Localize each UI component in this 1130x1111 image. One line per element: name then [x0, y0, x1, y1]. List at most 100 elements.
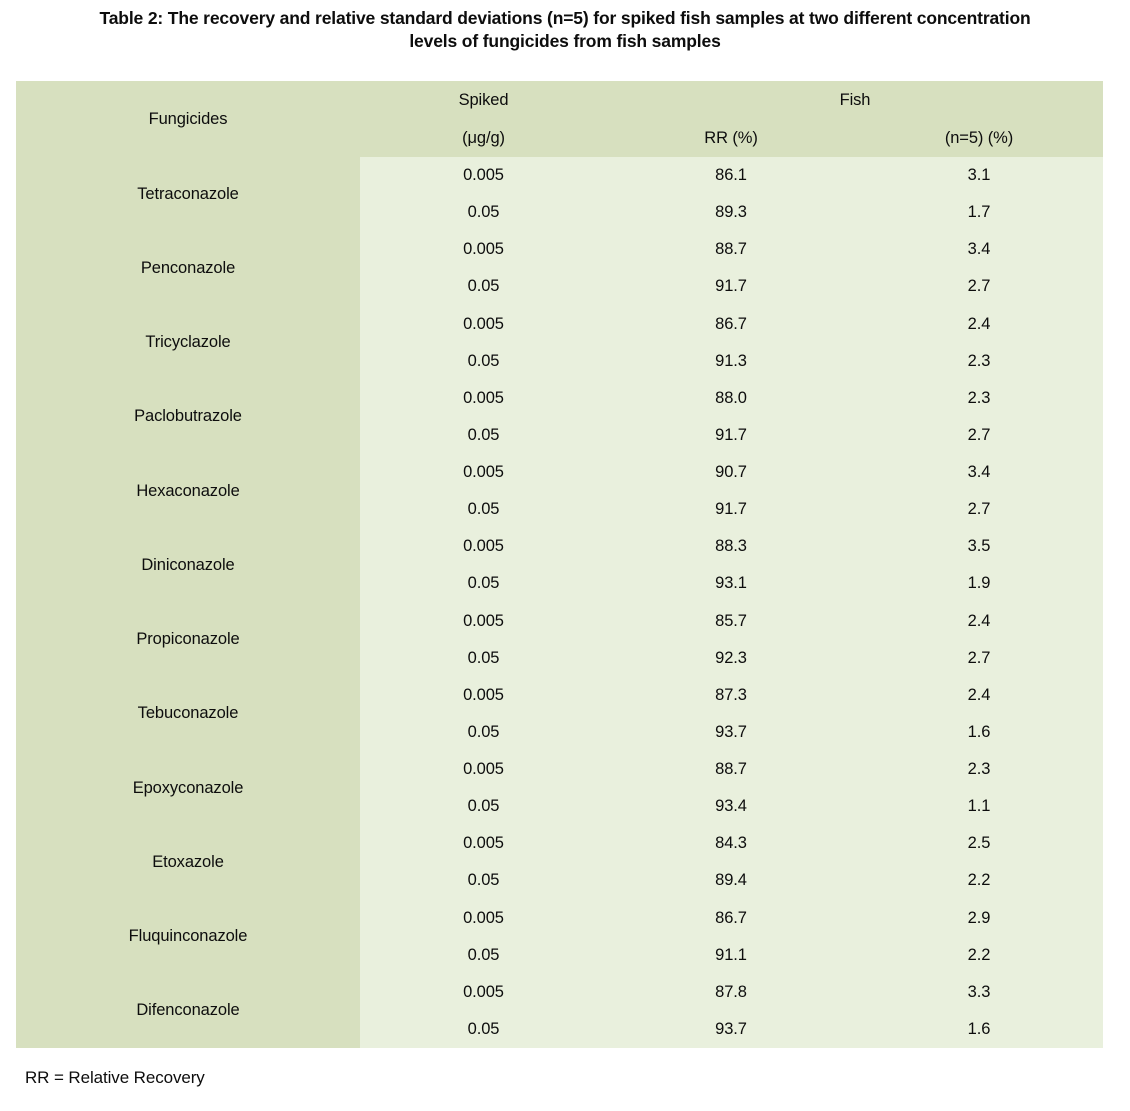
header-spiked: Spiked — [458, 91, 509, 109]
rsd-value: 2.5 — [855, 825, 1103, 863]
rr-value: 92.3 — [607, 639, 855, 677]
spiked-value: 0.05 — [360, 342, 607, 380]
spiked-value: 0.005 — [360, 528, 607, 566]
header-spiked-unit: (μg/g) — [462, 129, 505, 147]
footnote: RR = Relative Recovery — [25, 1068, 205, 1087]
rr-value: 91.3 — [607, 342, 855, 380]
fungicide-name: Etoxazole — [16, 825, 360, 900]
spiked-value: 0.005 — [360, 602, 607, 640]
fungicide-group: Tetraconazole 0.005 86.1 3.1 0.05 89.3 1.7 — [16, 157, 1103, 232]
rsd-value: 1.6 — [855, 713, 1103, 751]
rr-value: 87.3 — [607, 676, 855, 714]
rsd-value: 3.1 — [855, 157, 1103, 195]
rr-value: 93.1 — [607, 565, 855, 603]
rr-value: 86.7 — [607, 899, 855, 937]
spiked-value: 0.005 — [360, 973, 607, 1011]
spiked-value: 0.05 — [360, 713, 607, 751]
fungicide-group: Paclobutrazole 0.005 88.0 2.3 0.05 91.7 2.7 — [16, 379, 1103, 454]
rsd-value: 2.4 — [855, 676, 1103, 714]
table-header: Fungicides Spiked Fish (μg/g) RR (%) (n=… — [16, 81, 1103, 157]
spiked-value: 0.05 — [360, 936, 607, 974]
rr-value: 89.3 — [607, 194, 855, 232]
rsd-value: 2.7 — [855, 491, 1103, 529]
page-title-line1: Table 2: The recovery and relative stand… — [99, 8, 1031, 28]
rr-value: 89.4 — [607, 862, 855, 900]
fungicide-name: Penconazole — [16, 231, 360, 306]
rr-value: 88.7 — [607, 231, 855, 269]
header-rr-percent: RR (%) — [704, 129, 758, 147]
spiked-value: 0.005 — [360, 305, 607, 343]
fungicide-group: Diniconazole 0.005 88.3 3.5 0.05 93.1 1.9 — [16, 528, 1103, 603]
rr-value: 93.4 — [607, 788, 855, 826]
rr-value: 86.1 — [607, 157, 855, 195]
rr-value: 88.3 — [607, 528, 855, 566]
rsd-value: 2.7 — [855, 639, 1103, 677]
fungicide-name: Hexaconazole — [16, 454, 360, 529]
fungicide-group: Propiconazole 0.005 85.7 2.4 0.05 92.3 2.7 — [16, 602, 1103, 677]
header-fungicides: Fungicides — [148, 109, 228, 128]
spiked-value: 0.05 — [360, 565, 607, 603]
spiked-value: 0.05 — [360, 639, 607, 677]
rsd-value: 3.4 — [855, 454, 1103, 492]
spiked-value: 0.005 — [360, 676, 607, 714]
rr-value: 85.7 — [607, 602, 855, 640]
spiked-value: 0.05 — [360, 491, 607, 529]
rr-value: 88.7 — [607, 751, 855, 789]
rr-value: 91.7 — [607, 491, 855, 529]
spiked-value: 0.005 — [360, 899, 607, 937]
rsd-value: 2.7 — [855, 268, 1103, 306]
rsd-value: 1.7 — [855, 194, 1103, 232]
spiked-value: 0.05 — [360, 788, 607, 826]
fungicide-group: Etoxazole 0.005 84.3 2.5 0.05 89.4 2.2 — [16, 825, 1103, 900]
data-table: Fungicides Spiked Fish (μg/g) RR (%) (n=… — [16, 81, 1103, 1048]
spiked-value: 0.005 — [360, 379, 607, 417]
rsd-value: 2.9 — [855, 899, 1103, 937]
fungicide-group: Fluquinconazole 0.005 86.7 2.9 0.05 91.1 2.2 — [16, 899, 1103, 974]
rr-value: 86.7 — [607, 305, 855, 343]
rr-value: 91.7 — [607, 268, 855, 306]
rr-value: 87.8 — [607, 973, 855, 1011]
header-group-fish: Fish — [839, 91, 871, 109]
header-rsd-percent: (n=5) (%) — [944, 129, 1014, 147]
fungicide-name: Fluquinconazole — [16, 899, 360, 974]
fungicide-name: Propiconazole — [16, 602, 360, 677]
fungicide-name: Tetraconazole — [16, 157, 360, 232]
fungicide-name: Epoxyconazole — [16, 751, 360, 826]
rr-value: 93.7 — [607, 1010, 855, 1048]
fungicide-group: Difenconazole 0.005 87.8 3.3 0.05 93.7 1.6 — [16, 973, 1103, 1048]
rr-value: 93.7 — [607, 713, 855, 751]
fungicide-group: Penconazole 0.005 88.7 3.4 0.05 91.7 2.7 — [16, 231, 1103, 306]
rsd-value: 3.4 — [855, 231, 1103, 269]
rsd-value: 2.2 — [855, 936, 1103, 974]
spiked-value: 0.005 — [360, 231, 607, 269]
rsd-value: 3.3 — [855, 973, 1103, 1011]
fungicide-name: Diniconazole — [16, 528, 360, 603]
spiked-value: 0.05 — [360, 1010, 607, 1048]
rsd-value: 2.2 — [855, 862, 1103, 900]
table-body: Tetraconazole 0.005 86.1 3.1 0.05 89.3 1.7 Penc… — [16, 157, 1103, 1048]
rsd-value: 2.7 — [855, 416, 1103, 454]
fungicide-name: Tricyclazole — [16, 305, 360, 380]
rr-value: 90.7 — [607, 454, 855, 492]
spiked-value: 0.005 — [360, 751, 607, 789]
rr-value: 91.1 — [607, 936, 855, 974]
rsd-value: 2.3 — [855, 751, 1103, 789]
fungicide-name: Paclobutrazole — [16, 379, 360, 454]
fungicide-group: Tricyclazole 0.005 86.7 2.4 0.05 91.3 2.3 — [16, 305, 1103, 380]
page-title-line2: levels of fungicides from fish samples — [409, 31, 721, 51]
rsd-value: 2.4 — [855, 305, 1103, 343]
rsd-value: 2.4 — [855, 602, 1103, 640]
rsd-value: 2.3 — [855, 342, 1103, 380]
spiked-value: 0.05 — [360, 268, 607, 306]
rr-value: 84.3 — [607, 825, 855, 863]
rr-value: 88.0 — [607, 379, 855, 417]
fungicide-group: Tebuconazole 0.005 87.3 2.4 0.05 93.7 1.6 — [16, 676, 1103, 751]
rsd-value: 3.5 — [855, 528, 1103, 566]
fungicide-group: Hexaconazole 0.005 90.7 3.4 0.05 91.7 2.7 — [16, 454, 1103, 529]
spiked-value: 0.005 — [360, 157, 607, 195]
rsd-value: 2.3 — [855, 379, 1103, 417]
rsd-value: 1.1 — [855, 788, 1103, 826]
page-title: Table 2: The recovery and relative stand… — [0, 7, 1130, 53]
rsd-value: 1.9 — [855, 565, 1103, 603]
